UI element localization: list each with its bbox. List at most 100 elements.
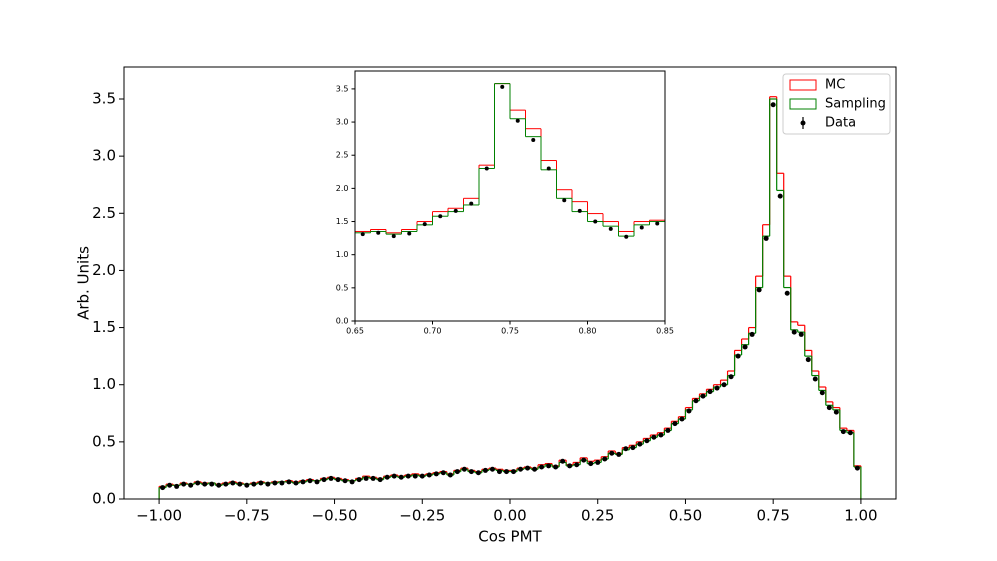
data-point <box>608 226 613 231</box>
data-point <box>770 102 776 108</box>
data-point <box>707 389 713 395</box>
data-point <box>577 208 582 213</box>
data-point <box>854 465 860 471</box>
y-tick-label: 0.5 <box>92 432 116 450</box>
x-tick-label: −0.75 <box>224 507 270 525</box>
x-tick-label: 0.50 <box>669 507 702 525</box>
data-point <box>847 430 853 436</box>
data-point <box>616 451 622 457</box>
data-point <box>655 221 660 226</box>
data-point <box>500 84 505 89</box>
data-point <box>609 450 615 456</box>
data-point <box>314 479 320 485</box>
y-tick-label: 0.0 <box>336 317 349 326</box>
y-tick-label: 0.0 <box>92 490 116 508</box>
data-point <box>562 198 567 203</box>
data-point <box>644 438 650 444</box>
y-axis-label: Arb. Units <box>75 246 93 320</box>
data-point <box>777 193 783 199</box>
data-point <box>265 481 271 487</box>
data-point <box>251 481 257 487</box>
data-point <box>546 463 552 469</box>
data-point <box>195 480 201 486</box>
data-point <box>230 480 236 486</box>
data-point <box>639 225 644 230</box>
data-point <box>484 166 489 171</box>
data-point <box>286 479 292 485</box>
data-point <box>819 390 825 396</box>
y-tick-label: 3.5 <box>92 90 116 108</box>
data-point <box>384 474 390 480</box>
data-point <box>581 457 587 463</box>
data-point <box>515 118 520 123</box>
data-point <box>805 357 811 363</box>
data-point <box>454 469 460 475</box>
data-point <box>784 290 790 296</box>
legend-swatch <box>789 79 817 91</box>
data-point <box>419 473 425 479</box>
data-point <box>391 234 396 239</box>
data-point <box>202 481 208 487</box>
data-point <box>658 432 664 438</box>
data-point <box>693 398 699 404</box>
legend-marker <box>800 120 806 126</box>
data-point <box>300 479 306 485</box>
data-point <box>840 429 846 435</box>
data-point <box>370 475 376 481</box>
data-point <box>602 456 608 462</box>
data-point <box>349 479 355 485</box>
data-point <box>272 480 278 486</box>
data-point <box>447 472 453 478</box>
y-tick-label: 3.0 <box>336 118 349 127</box>
data-point <box>651 434 657 440</box>
data-point <box>812 376 818 382</box>
x-tick-label: 0.00 <box>493 507 526 525</box>
data-point <box>665 427 671 433</box>
data-point <box>377 477 383 483</box>
data-point <box>223 481 229 487</box>
y-tick-label: 2.5 <box>92 204 116 222</box>
data-point <box>595 459 601 465</box>
data-point <box>763 235 769 241</box>
x-tick-label: 0.80 <box>579 326 597 335</box>
legend-label: MC <box>825 78 845 93</box>
data-point <box>237 481 243 487</box>
data-point <box>438 214 443 219</box>
x-tick-label: 0.70 <box>424 326 442 335</box>
data-point <box>391 473 397 479</box>
data-point <box>735 353 741 359</box>
data-point <box>511 469 517 475</box>
y-tick-label: 1.0 <box>92 375 116 393</box>
x-axis-label: Cos PMT <box>478 528 542 546</box>
x-tick-label: −1.00 <box>136 507 182 525</box>
x-tick-label: 0.85 <box>656 326 674 335</box>
data-point <box>307 478 313 484</box>
y-tick-label: 2.0 <box>92 261 116 279</box>
data-point <box>461 466 467 472</box>
data-point <box>623 446 629 452</box>
x-tick-label: 0.25 <box>581 507 614 525</box>
data-point <box>539 464 545 470</box>
data-point <box>496 469 502 475</box>
data-point <box>574 462 580 468</box>
data-point <box>293 480 299 486</box>
data-point <box>833 409 839 415</box>
data-point <box>412 473 418 479</box>
data-point <box>749 331 755 337</box>
data-point <box>798 331 804 337</box>
data-point <box>624 234 629 239</box>
data-point <box>376 230 381 235</box>
y-tick-label: 0.5 <box>336 283 349 292</box>
data-point <box>398 474 404 480</box>
x-tick-label: 0.75 <box>501 326 519 335</box>
data-point <box>553 464 559 470</box>
data-point <box>593 219 598 224</box>
data-point <box>826 405 832 411</box>
data-point <box>433 471 439 477</box>
data-point <box>672 421 678 427</box>
data-point <box>475 470 481 476</box>
data-point <box>405 473 411 479</box>
data-point <box>167 482 173 488</box>
y-tick-label: 1.5 <box>336 217 349 226</box>
